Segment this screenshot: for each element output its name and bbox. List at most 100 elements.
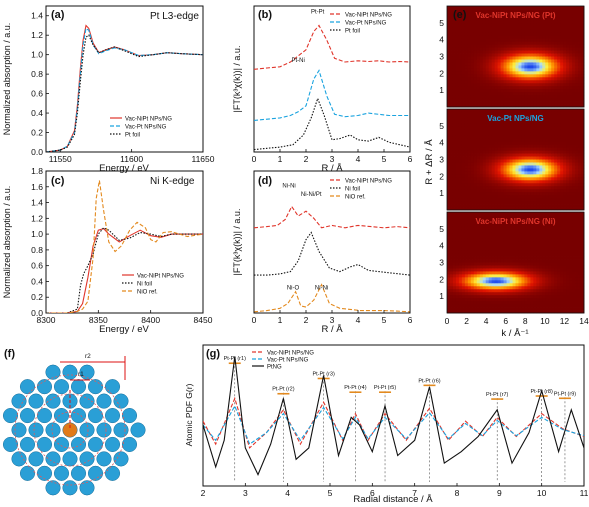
heatmap-cell [524, 207, 528, 211]
heatmap-cell [506, 104, 510, 108]
heatmap-cell [521, 98, 525, 102]
heatmap-cell [503, 232, 507, 237]
heatmap-cell [476, 104, 481, 108]
heatmap-cell [461, 123, 466, 128]
heatmap-cell [557, 11, 561, 16]
heatmap-cell [497, 123, 502, 128]
heatmap-cell [557, 26, 561, 31]
heatmap-cell [506, 204, 510, 208]
heatmap-cell [494, 247, 499, 252]
heatmap-cell [509, 186, 513, 190]
heatmap-cell [464, 232, 469, 237]
heatmap-cell [572, 277, 576, 281]
heatmap-cell [461, 101, 466, 105]
x-tick-label: 4 [356, 315, 361, 325]
heatmap-cell [500, 132, 504, 137]
heatmap-cell [512, 229, 516, 234]
heatmap-cell [557, 56, 561, 60]
peak-annotation: Pt-Pt (r7) [486, 392, 508, 398]
heatmap-cell [473, 65, 478, 69]
heatmap-cell [578, 304, 582, 308]
heatmap-cell [482, 44, 487, 48]
heatmap-cell [491, 238, 496, 243]
heatmap-cell [521, 26, 525, 31]
heatmap-cell [494, 83, 499, 87]
heatmap-cell [542, 301, 546, 305]
heatmap-cell [476, 120, 481, 125]
heatmap-cell [500, 159, 504, 163]
heatmap-cell [503, 286, 507, 290]
heatmap-cell [545, 310, 549, 314]
heatmap-cell [572, 292, 576, 296]
heatmap-cell [557, 38, 561, 43]
atom-sphere [87, 436, 104, 453]
heatmap-cell [503, 104, 507, 108]
heatmap-cell [494, 68, 499, 72]
heatmap-cell [482, 141, 487, 146]
heatmap-cell [575, 186, 579, 190]
heatmap-cell [563, 41, 567, 46]
heatmap-cell [563, 186, 567, 190]
heatmap-cell [494, 41, 499, 46]
heatmap-cell [572, 274, 576, 278]
heatmap-cell [470, 180, 475, 184]
heatmap-cell [521, 47, 525, 51]
heatmap-cell [581, 286, 585, 290]
heatmap-cell [500, 35, 504, 40]
heatmap-cell [461, 268, 466, 272]
heatmap-cell [506, 41, 510, 46]
heatmap-cell [449, 109, 454, 113]
heatmap-cell [581, 247, 585, 252]
heatmap-cell [476, 253, 481, 257]
heatmap-cell [455, 277, 460, 281]
heatmap-cell [506, 59, 510, 63]
heatmap-cell [506, 26, 510, 31]
heatmap-cell [551, 132, 555, 137]
legend-entry: Pt foil [125, 133, 140, 139]
heatmap-cell [476, 117, 481, 122]
heatmap-cell [506, 44, 510, 48]
heatmap-cell [473, 83, 478, 87]
heatmap-cell [447, 217, 451, 222]
heatmap-cell [464, 247, 469, 252]
heatmap-cell [500, 141, 504, 146]
heatmap-cell [518, 180, 522, 184]
heatmap-cell [503, 14, 507, 19]
heatmap-cell [479, 241, 484, 246]
heatmap-cell [467, 238, 472, 243]
heatmap-cell [512, 277, 516, 281]
heatmap-cell [578, 171, 582, 175]
heatmap-cell [539, 186, 543, 190]
heatmap-cell [557, 153, 561, 157]
heatmap-cell [488, 126, 493, 131]
heatmap-cell [470, 83, 475, 87]
heatmap-cell [467, 114, 472, 119]
heatmap-cell [488, 174, 493, 178]
heatmap-cell [476, 235, 481, 240]
heatmap-cell [452, 204, 457, 208]
heatmap-cell [509, 168, 513, 172]
heatmap-cell [503, 138, 507, 143]
heatmap-cell [482, 11, 487, 16]
heatmap-cell [524, 126, 528, 131]
heatmap-cell [494, 226, 499, 231]
heatmap-cell [554, 47, 558, 51]
heatmap-cell [449, 307, 454, 311]
heatmap-cell [458, 174, 463, 178]
heatmap-cell [515, 95, 519, 99]
heatmap-cell [554, 11, 558, 16]
heatmap-cell [449, 223, 454, 228]
heatmap-cell [488, 189, 493, 193]
heatmap-cell [527, 207, 531, 211]
heatmap-cell [512, 150, 516, 154]
heatmap-cell [461, 56, 466, 60]
heatmap-cell [488, 177, 493, 181]
heatmap-cell [449, 195, 454, 199]
heatmap-cell [494, 156, 499, 160]
atom-sphere [11, 451, 27, 467]
heatmap-cell [533, 83, 537, 87]
heatmap-cell [452, 11, 457, 16]
heatmap-cell [506, 32, 510, 37]
heatmap-cell [473, 44, 478, 48]
heatmap-cell [455, 23, 460, 28]
